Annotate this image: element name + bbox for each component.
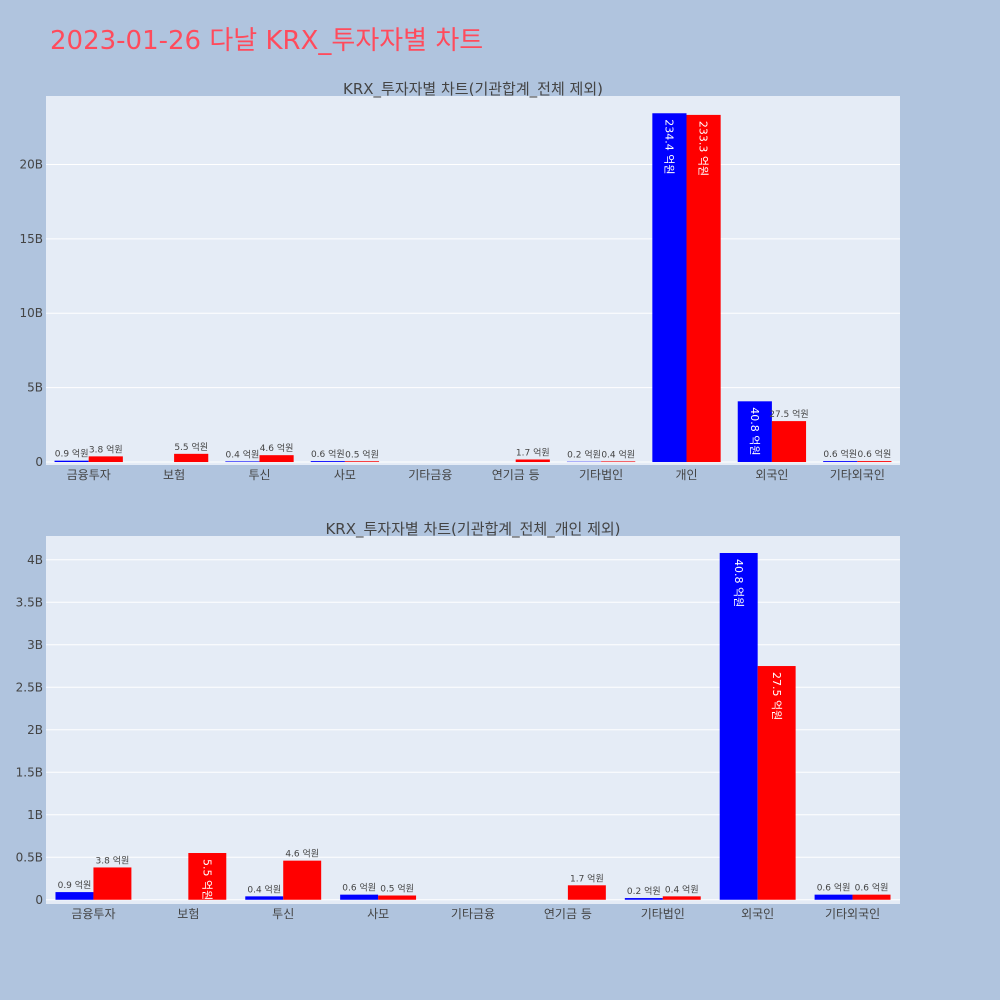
bar [757, 666, 796, 900]
y-tick-label: 1.5B [16, 765, 43, 779]
x-tick-label: 기타외국인 [825, 907, 880, 921]
data-label: 4.6 억원 [285, 848, 319, 860]
y-tick-label: 1B [27, 808, 43, 822]
y-tick-label: 3B [27, 638, 43, 652]
x-tick-label: 보험 [163, 468, 185, 482]
x-tick-label: 금융투자 [71, 907, 115, 921]
data-label: 233.3 억원 [697, 121, 710, 176]
bar [823, 461, 858, 463]
x-tick-label: 연기금 등 [544, 907, 592, 921]
x-tick-label: 기타금융 [408, 468, 452, 482]
y-tick-label: 4B [27, 553, 43, 567]
bar [601, 461, 636, 463]
bar [737, 401, 772, 463]
data-label: 0.4 억원 [226, 448, 260, 460]
x-tick-label: 개인 [675, 468, 697, 482]
data-label: 5.5 억원 [200, 859, 213, 900]
data-label: 1.7 억원 [516, 446, 550, 458]
data-label: 3.8 억원 [89, 443, 123, 455]
bar [344, 461, 380, 463]
x-tick-label: 사모 [367, 907, 389, 921]
x-tick-label: 사모 [334, 468, 356, 482]
x-tick-label: 기타법인 [579, 468, 623, 482]
bar [686, 114, 721, 463]
y-tick-label: 2.5B [16, 680, 43, 694]
data-label: 3.8 억원 [96, 854, 130, 866]
data-label: 0.6 억원 [311, 448, 345, 460]
data-label: 0.4 억원 [601, 448, 635, 460]
bar [174, 453, 209, 463]
bar [857, 461, 892, 463]
data-label: 1.7 억원 [570, 872, 604, 884]
y-tick-label: 20B [19, 157, 43, 171]
x-tick-label: 기타법인 [641, 907, 685, 921]
data-label: 5.5 억원 [174, 441, 208, 453]
data-label: 0.9 억원 [55, 448, 89, 460]
x-tick-label: 기타금융 [451, 907, 495, 921]
data-label: 0.6 억원 [855, 882, 889, 894]
chart-2: 0 0.5B 1B 1.5B 2B 2.5B 3B 3.5B 4B KRX_투자자별 차트(기관합… [16, 520, 900, 921]
y-tick-label: 2B [27, 723, 43, 737]
bar [55, 892, 94, 900]
data-label: 0.6 억원 [817, 882, 851, 894]
bar [88, 456, 123, 463]
page-title: 2023-01-26 다날 KRX_투자자별 차트 [50, 26, 483, 56]
y-tick-label: 5B [27, 381, 43, 395]
bar [54, 460, 89, 463]
x-tick-label: 연기금 등 [492, 468, 540, 482]
x-tick-label: 투신 [272, 907, 294, 921]
data-label: 0.9 억원 [58, 879, 92, 891]
bar [283, 860, 322, 900]
y-tick-label: 15B [19, 232, 43, 246]
x-tick-label: 보험 [177, 907, 199, 921]
data-label: 40.8 억원 [732, 559, 745, 607]
bar [310, 461, 345, 463]
y-tick-label: 0 [35, 455, 43, 469]
bar [378, 895, 417, 900]
x-tick-label: 외국인 [741, 907, 774, 921]
subplot-title: KRX_투자자별 차트(기관합계_전체_개인 제외) [325, 520, 620, 539]
data-label: 0.6 억원 [858, 448, 892, 460]
bar [515, 459, 550, 463]
x-tick-label: 외국인 [755, 468, 788, 482]
bar [567, 885, 606, 900]
x-tick-label: 금융투자 [67, 468, 111, 482]
data-label: 0.4 억원 [665, 883, 699, 895]
data-label: 0.2 억원 [567, 449, 601, 461]
y-tick-label: 0.5B [16, 850, 43, 864]
bar [719, 552, 758, 900]
bar [93, 867, 132, 900]
y-tick-label: 10B [19, 306, 43, 320]
data-label: 0.5 억원 [380, 883, 414, 895]
data-label: 0.2 억원 [627, 885, 661, 897]
data-label: 4.6 억원 [260, 442, 294, 454]
bar [188, 853, 227, 900]
bar [662, 896, 701, 900]
data-label: 0.5 억원 [345, 448, 379, 460]
data-label: 27.5 억원 [770, 672, 783, 720]
bar [814, 894, 853, 900]
y-tick-label: 0 [35, 893, 43, 907]
data-label: 234.4 억원 [663, 119, 676, 174]
x-tick-label: 기타외국인 [830, 468, 885, 482]
y-tick-label: 3.5B [16, 595, 43, 609]
bar [852, 894, 891, 900]
data-label: 0.4 억원 [247, 883, 281, 895]
x-tick-label: 투신 [248, 468, 270, 482]
bar [340, 894, 379, 900]
bar [652, 113, 687, 463]
data-label: 27.5 억원 [769, 408, 808, 420]
data-label: 0.6 억원 [342, 882, 376, 894]
data-label: 40.8 억원 [748, 407, 761, 455]
bar [245, 896, 284, 900]
subplot-title: KRX_투자자별 차트(기관합계_전체 제외) [343, 80, 603, 99]
data-label: 0.6 억원 [823, 448, 857, 460]
bar [624, 898, 663, 900]
bar [259, 455, 294, 463]
bar [225, 461, 260, 463]
bar [771, 421, 807, 463]
chart-1: 0 5B 10B 15B 20B KRX_투자자별 차트(기관합계_전체 제외) 금융투자 0… [19, 80, 900, 482]
